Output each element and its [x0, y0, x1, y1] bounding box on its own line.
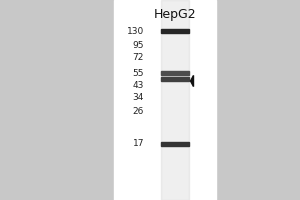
Text: 55: 55	[133, 68, 144, 77]
Text: 17: 17	[133, 140, 144, 148]
Text: 43: 43	[133, 80, 144, 90]
Text: 72: 72	[133, 52, 144, 62]
Text: 34: 34	[133, 94, 144, 102]
Text: 95: 95	[133, 40, 144, 49]
Bar	[114, 0, 216, 200]
Polygon shape	[190, 75, 194, 87]
Bar	[160, 142, 189, 146]
Bar	[160, 77, 189, 81]
Text: 130: 130	[127, 26, 144, 36]
Bar	[160, 29, 189, 33]
Bar	[160, 0, 189, 200]
Text: HepG2: HepG2	[154, 8, 197, 21]
Text: 26: 26	[133, 107, 144, 116]
Bar	[160, 71, 189, 75]
